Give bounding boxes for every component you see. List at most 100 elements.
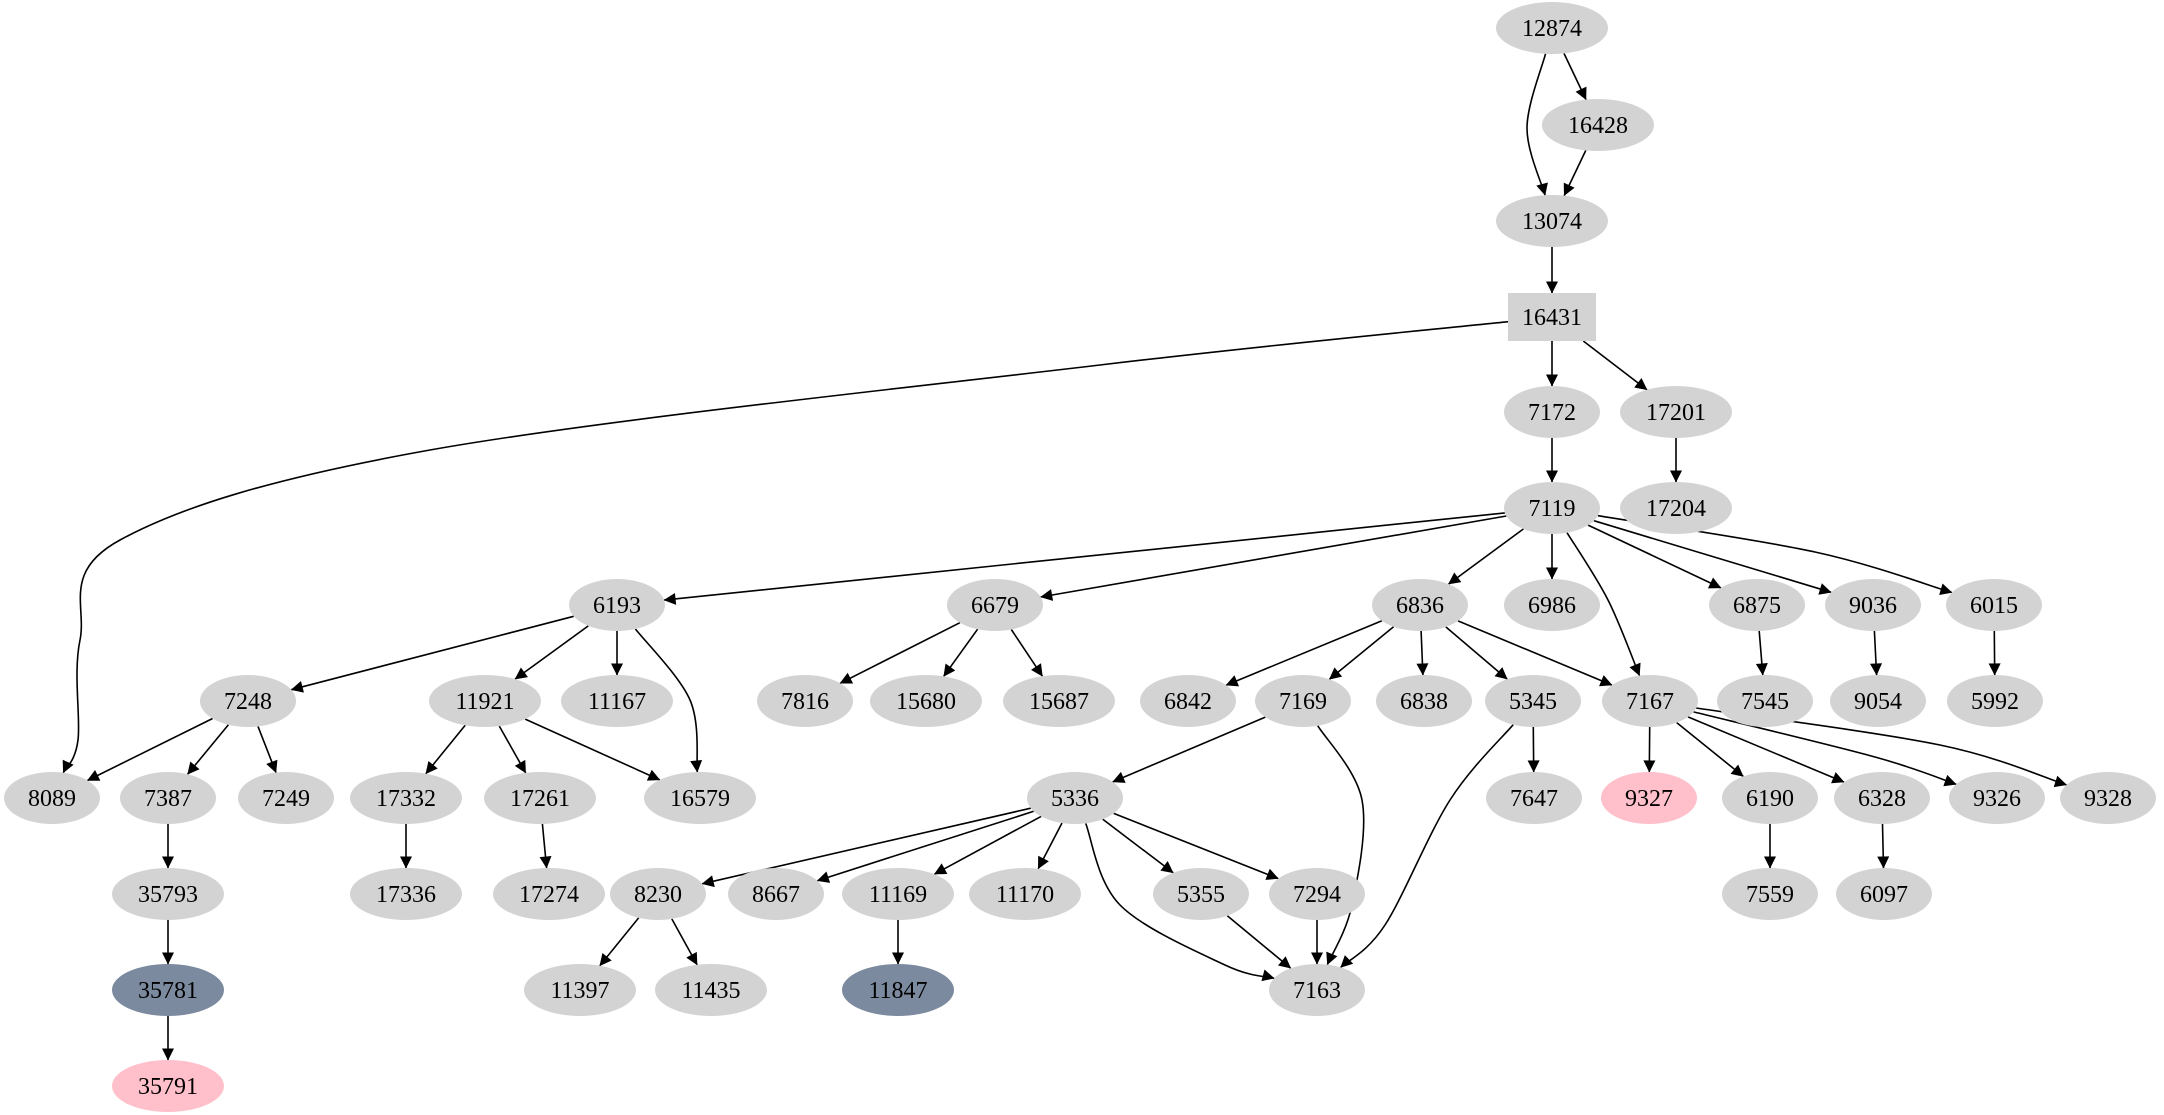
node-7119: 7119 xyxy=(1504,482,1600,534)
node-16579: 16579 xyxy=(644,772,756,824)
node-shape xyxy=(1140,675,1236,727)
edge-16431-8089 xyxy=(62,320,1509,774)
node-label: 17274 xyxy=(519,882,579,908)
node-shape xyxy=(1486,772,1582,824)
node-7172: 7172 xyxy=(1504,386,1600,438)
node-label: 6679 xyxy=(971,593,1019,619)
node-shape xyxy=(561,675,673,727)
node-35791: 35791 xyxy=(112,1060,224,1112)
edge-7119-6836 xyxy=(1448,528,1524,585)
node-shape xyxy=(238,772,334,824)
edge-6679-7816 xyxy=(839,621,961,685)
edge-17261-17274 xyxy=(539,823,552,869)
node-label: 5355 xyxy=(1177,882,1225,908)
node-15680: 15680 xyxy=(870,675,982,727)
node-shape xyxy=(842,964,954,1016)
node-shape xyxy=(1836,868,1932,920)
node-label: 6842 xyxy=(1164,689,1212,715)
node-label: 8230 xyxy=(634,882,682,908)
node-shape xyxy=(757,675,853,727)
node-7163: 7163 xyxy=(1269,964,1365,1016)
edge-6836-7167 xyxy=(1457,620,1613,687)
node-label: 9326 xyxy=(1973,786,2021,812)
node-shape xyxy=(4,772,100,824)
edge-6193-11921 xyxy=(514,625,589,680)
node-shape xyxy=(1949,772,2045,824)
node-shape xyxy=(1601,772,1697,824)
edge-8230-11397 xyxy=(599,917,640,967)
node-7545: 7545 xyxy=(1717,675,1813,727)
edge-7167-6328 xyxy=(1687,716,1845,784)
node-6328: 6328 xyxy=(1834,772,1930,824)
node-8667: 8667 xyxy=(728,868,824,920)
node-shape xyxy=(969,868,1081,920)
node-7559: 7559 xyxy=(1722,868,1818,920)
node-label: 5992 xyxy=(1971,689,2019,715)
node-label: 11847 xyxy=(868,978,927,1004)
node-shape xyxy=(1153,868,1249,920)
node-12874: 12874 xyxy=(1496,2,1608,54)
node-label: 6097 xyxy=(1860,882,1908,908)
node-shape xyxy=(1269,868,1365,920)
edge-16428-13074 xyxy=(1563,150,1587,197)
node-label: 16579 xyxy=(670,786,730,812)
node-shape xyxy=(1834,772,1930,824)
node-9328: 9328 xyxy=(2060,772,2156,824)
edge-11921-17261 xyxy=(498,725,527,774)
node-shape xyxy=(610,868,706,920)
node-label: 7545 xyxy=(1741,689,1789,715)
node-9327: 9327 xyxy=(1601,772,1697,824)
node-7169: 7169 xyxy=(1255,675,1351,727)
node-shape xyxy=(1620,482,1732,534)
edge-5336-8667 xyxy=(816,810,1034,883)
edge-6836-6842 xyxy=(1225,620,1383,687)
node-17201: 17201 xyxy=(1620,386,1732,438)
node-11435: 11435 xyxy=(655,964,767,1016)
node-label: 6190 xyxy=(1746,786,1794,812)
node-6097: 6097 xyxy=(1836,868,1932,920)
node-shape xyxy=(200,675,296,727)
node-shape xyxy=(1542,99,1654,151)
node-shape xyxy=(1485,675,1581,727)
node-label: 17261 xyxy=(510,786,570,812)
node-11170: 11170 xyxy=(969,868,1081,920)
node-label: 11397 xyxy=(550,978,609,1004)
node-label: 9328 xyxy=(2084,786,2132,812)
edge-7248-8089 xyxy=(86,717,213,782)
node-shape xyxy=(1372,579,1468,631)
node-label: 11921 xyxy=(455,689,514,715)
node-label: 7387 xyxy=(144,786,192,812)
node-shape xyxy=(842,868,954,920)
node-11847: 11847 xyxy=(842,964,954,1016)
node-13074: 13074 xyxy=(1496,195,1608,247)
node-layer: 12874 16428 13074 16431 7172 17201 7119 17204 61… xyxy=(4,2,2156,1112)
node-label: 7169 xyxy=(1279,689,1327,715)
node-shape xyxy=(1947,675,2043,727)
node-shape xyxy=(493,868,605,920)
edge-layer xyxy=(62,53,2067,1061)
edge-7119-9036 xyxy=(1593,519,1832,595)
edge-5355-7163 xyxy=(1226,915,1292,969)
node-shape xyxy=(569,579,665,631)
node-shape xyxy=(1825,579,1921,631)
edge-7167-6190 xyxy=(1676,721,1744,778)
edge-5345-7163 xyxy=(1340,724,1514,968)
node-9054: 9054 xyxy=(1830,675,1926,727)
edge-8230-11435 xyxy=(671,918,698,966)
node-label: 7248 xyxy=(224,689,272,715)
node-label: 6986 xyxy=(1528,593,1576,619)
edge-6836-6838 xyxy=(1416,630,1429,676)
node-shape xyxy=(484,772,596,824)
node-6875: 6875 xyxy=(1709,579,1805,631)
node-shape xyxy=(1508,293,1596,341)
edge-7167-9326 xyxy=(1693,711,1957,787)
node-label: 35781 xyxy=(138,978,198,1004)
node-shape xyxy=(1830,675,1926,727)
node-15687: 15687 xyxy=(1003,675,1115,727)
node-label: 9054 xyxy=(1854,689,1902,715)
node-shape xyxy=(1504,386,1600,438)
node-label: 17201 xyxy=(1646,400,1706,426)
node-label: 6875 xyxy=(1733,593,1781,619)
node-label: 12874 xyxy=(1522,16,1582,42)
